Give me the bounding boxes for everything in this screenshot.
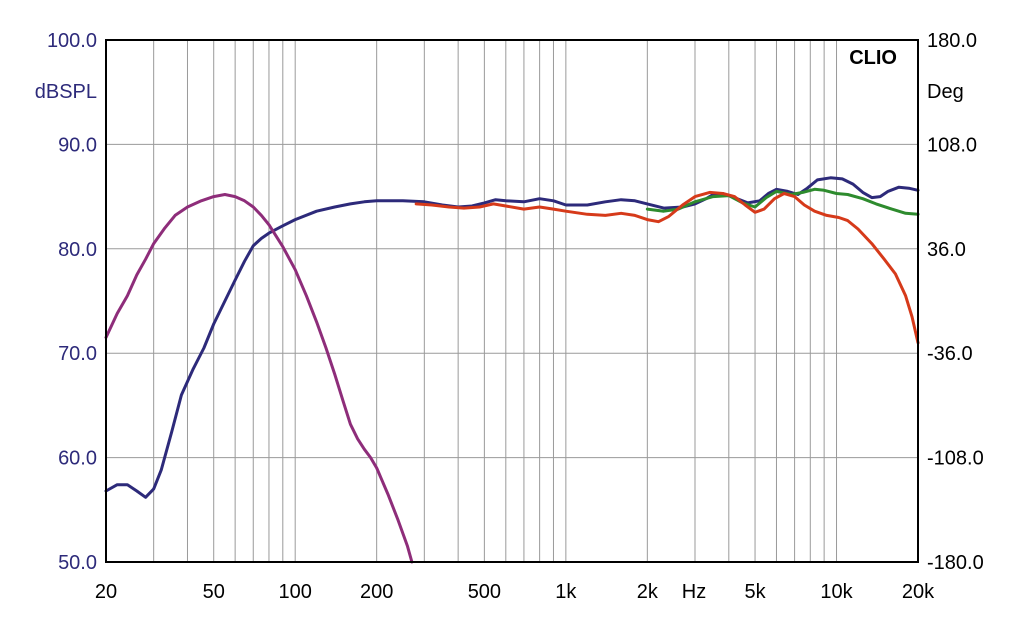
x-axis-tick-label: 20k [902, 581, 935, 603]
right-axis-tick-label: 180.0 [927, 30, 977, 52]
left-axis-tick-label: 60.0 [58, 448, 97, 470]
left-axis-tick-label: 50.0 [58, 552, 97, 574]
series-line-3 [414, 190, 920, 345]
x-axis-tick-label: 1k [555, 581, 577, 603]
x-axis-tick-label: 2k [637, 581, 659, 603]
left-axis-tick-label: 100.0 [47, 30, 97, 52]
x-axis-tick-label: 100 [279, 581, 312, 603]
x-axis-tick-label: 10k [820, 581, 853, 603]
right-axis-tick-label: -180.0 [927, 552, 984, 574]
left-axis-tick-label: 90.0 [58, 134, 97, 156]
right-axis-tick-label: 108.0 [927, 134, 977, 156]
axis-labels: 100.0 90.0 80.0 70.0 60.0 50.0 180.0 108.0 36.0 -… [47, 30, 984, 603]
traces [104, 176, 920, 564]
x-axis-tick-label: 200 [360, 581, 393, 603]
x-axis-unit: Hz [682, 581, 706, 603]
x-axis-tick-label: 500 [468, 581, 501, 603]
left-axis-tick-label: 70.0 [58, 343, 97, 365]
right-axis-tick-label: -108.0 [927, 448, 984, 470]
left-axis-unit: dBSPL [35, 81, 97, 103]
plot-frame [105, 39, 919, 563]
series-line-1 [104, 176, 920, 499]
right-axis-tick-label: 36.0 [927, 239, 966, 261]
x-axis-tick-label: 20 [95, 581, 117, 603]
grid-lines [106, 40, 918, 562]
brand-label: CLIO [849, 47, 897, 69]
x-axis-tick-label: 50 [203, 581, 225, 603]
left-axis-tick-label: 80.0 [58, 239, 97, 261]
right-axis-tick-label: -36.0 [927, 343, 973, 365]
right-axis-unit: Deg [927, 81, 964, 103]
x-axis-tick-label: 5k [744, 581, 766, 603]
series-line-4 [104, 193, 414, 564]
